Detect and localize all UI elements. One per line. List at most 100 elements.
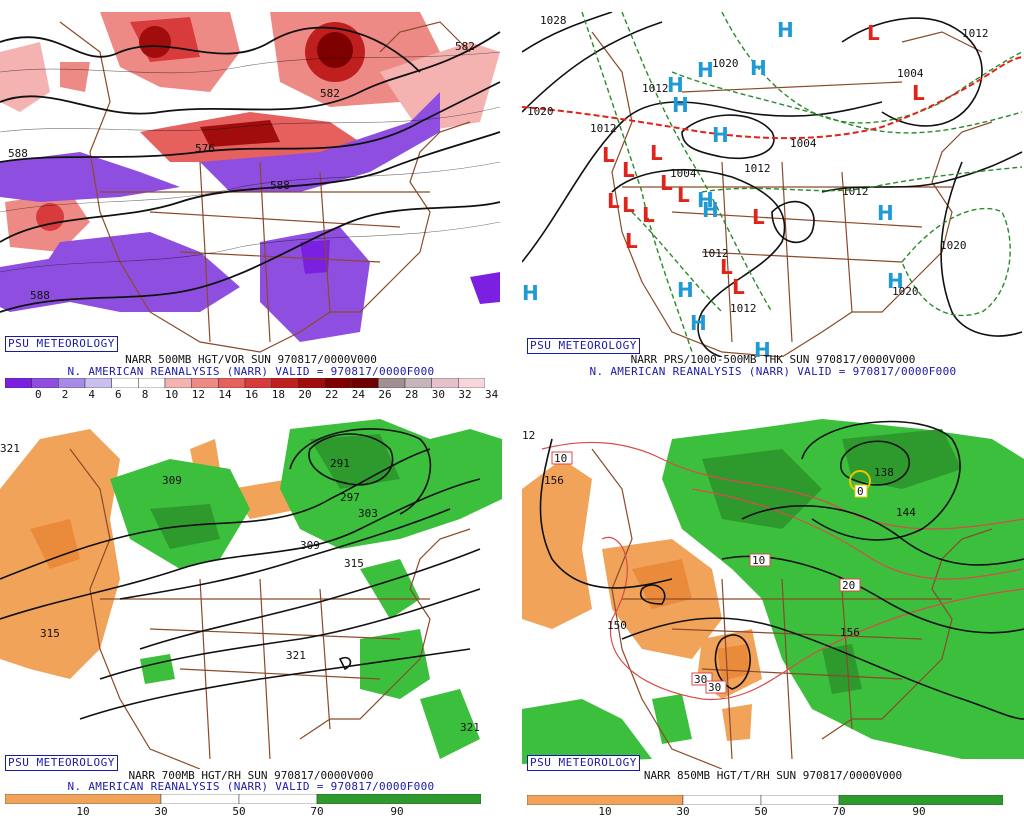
contour-label: 291 (330, 457, 350, 470)
panel-subtitle: N. AMERICAN REANALYSIS (NARR) VALID = 97… (589, 365, 957, 378)
colorbar-swatch (458, 378, 485, 388)
temp-label: 10 (554, 452, 567, 465)
temp-label: 30 (694, 673, 707, 686)
thickness-lines (581, 12, 1023, 353)
temperature-labels: 10 10 20 30 30 0 (551, 451, 868, 694)
colorbar-tick: 14 (218, 388, 232, 401)
colorbar-swatch (298, 378, 326, 388)
svg-text:H: H (690, 311, 707, 335)
psu-meteorology-badge: PSU METEOROLOGY (527, 755, 640, 771)
svg-text:L: L (660, 171, 673, 195)
map-borders (59, 21, 471, 353)
colorbar-tick: 30 (154, 805, 168, 818)
colorbar-swatch (324, 378, 352, 388)
contour-label: 321 (0, 442, 20, 455)
contour-label: 150 (607, 619, 627, 632)
svg-text:L: L (650, 141, 663, 165)
height-contours (0, 428, 481, 720)
colorbar-tick: 50 (232, 805, 246, 818)
colorbar-tick: 32 (458, 388, 472, 401)
panel-850mb-temp-rh: 12 156 150 138 144 156 10 10 20 30 30 0 … (522, 419, 1024, 819)
colorbar-swatch (351, 378, 379, 388)
contour-label: 1012 (702, 247, 729, 260)
contour-label: 588 (270, 179, 290, 192)
svg-text:H: H (750, 56, 767, 80)
colorbar-tick: 30 (676, 805, 690, 818)
colorbar-swatch (271, 378, 299, 388)
panel-title: NARR 850MB HGT/T/RH SUN 970817/0000V000 (643, 769, 903, 782)
colorbar-swatch (431, 378, 459, 388)
contour-label: 1004 (790, 137, 817, 150)
colorbar-tick: 10 (598, 805, 612, 818)
colorbar-tick: 10 (165, 388, 179, 401)
svg-text:H: H (887, 269, 904, 293)
height-contours (0, 26, 501, 313)
temp-label: 20 (842, 579, 855, 592)
svg-text:L: L (602, 143, 615, 167)
svg-text:L: L (607, 189, 620, 213)
colorbar-swatch (404, 378, 432, 388)
contour-label: 1028 (540, 14, 567, 27)
contour-label: 12 (522, 429, 535, 442)
svg-text:H: H (702, 198, 719, 222)
panel-subtitle: N. AMERICAN REANALYSIS (NARR) VALID = 97… (67, 780, 435, 793)
temp-label: 10 (752, 554, 765, 567)
svg-text:L: L (625, 229, 638, 253)
positive-vorticity-areas (0, 12, 500, 252)
contour-label: 315 (344, 557, 364, 570)
frontal-boundary (522, 56, 1024, 140)
panel-title: NARR PRS/1000-500MB THK SUN 970817/0000V… (630, 353, 916, 366)
contour-label: 1004 (670, 167, 697, 180)
colorbar-tick: 0 (35, 388, 42, 401)
temp-label: 0 (857, 485, 864, 498)
colorbar-ticks: 10 30 50 70 90 (5, 806, 481, 818)
svg-text:H: H (697, 58, 714, 82)
contour-label: 1012 (744, 162, 771, 175)
temp-label: 30 (708, 681, 721, 694)
isobars (522, 12, 1023, 357)
svg-text:H: H (777, 18, 794, 42)
contour-label: 588 (8, 147, 28, 160)
contour-label: 1020 (527, 105, 554, 118)
contour-label: 1020 (940, 239, 967, 252)
svg-text:H: H (672, 93, 689, 117)
colorbar-tick: 10 (76, 805, 90, 818)
colorbar-tick: 6 (115, 388, 122, 401)
vorticity-map: 588 576 588 588 582 582 (0, 12, 502, 357)
svg-text:L: L (867, 21, 880, 45)
colorbar-tick: 20 (298, 388, 312, 401)
contour-label: 1020 (892, 285, 919, 298)
colorbar-swatch (164, 378, 192, 388)
contour-label: 576 (195, 142, 215, 155)
svg-text:L: L (622, 158, 635, 182)
contour-label: 309 (300, 539, 320, 552)
contour-label: 156 (840, 626, 860, 639)
colorbar-tick: 4 (88, 388, 95, 401)
contour-label: 1012 (590, 122, 617, 135)
svg-text:H: H (667, 73, 684, 97)
contour-label: 315 (40, 627, 60, 640)
colorbar-tick: 28 (405, 388, 419, 401)
svg-text:H: H (877, 201, 894, 225)
svg-text:L: L (642, 203, 655, 227)
psu-meteorology-badge: PSU METEOROLOGY (5, 336, 118, 352)
panel-subtitle: N. AMERICAN REANALYSIS (NARR) VALID = 97… (67, 365, 435, 378)
pressure-map: H H H H H H H H H H H H H H L L L L L L … (522, 12, 1024, 357)
rh850-map: 12 156 150 138 144 156 10 10 20 30 30 0 (522, 419, 1024, 769)
contour-label: 1020 (712, 57, 739, 70)
contour-label: 321 (460, 721, 480, 734)
colorbar-ticks: 10 30 50 70 90 (527, 806, 1003, 818)
rh700-map: 321 309 291 297 303 309 315 315 321 321 (0, 419, 502, 769)
svg-text:L: L (732, 275, 745, 299)
contour-label: 1004 (897, 67, 924, 80)
contour-label: 144 (896, 506, 916, 519)
colorbar-swatch (191, 378, 219, 388)
panel-500mb-vorticity: 588 576 588 588 582 582 PSU METEOROLOGY … (0, 12, 502, 412)
svg-text:H: H (677, 278, 694, 302)
colorbar-tick: 24 (351, 388, 365, 401)
svg-text:H: H (522, 281, 539, 305)
vorticity-colorbar (5, 378, 485, 388)
colorbar-ticks: 0 2 4 6 8 10 12 14 16 18 20 22 24 26 28 30 32 34 (5, 388, 498, 401)
colorbar-tick: 18 (271, 388, 285, 401)
contour-label: 156 (544, 474, 564, 487)
